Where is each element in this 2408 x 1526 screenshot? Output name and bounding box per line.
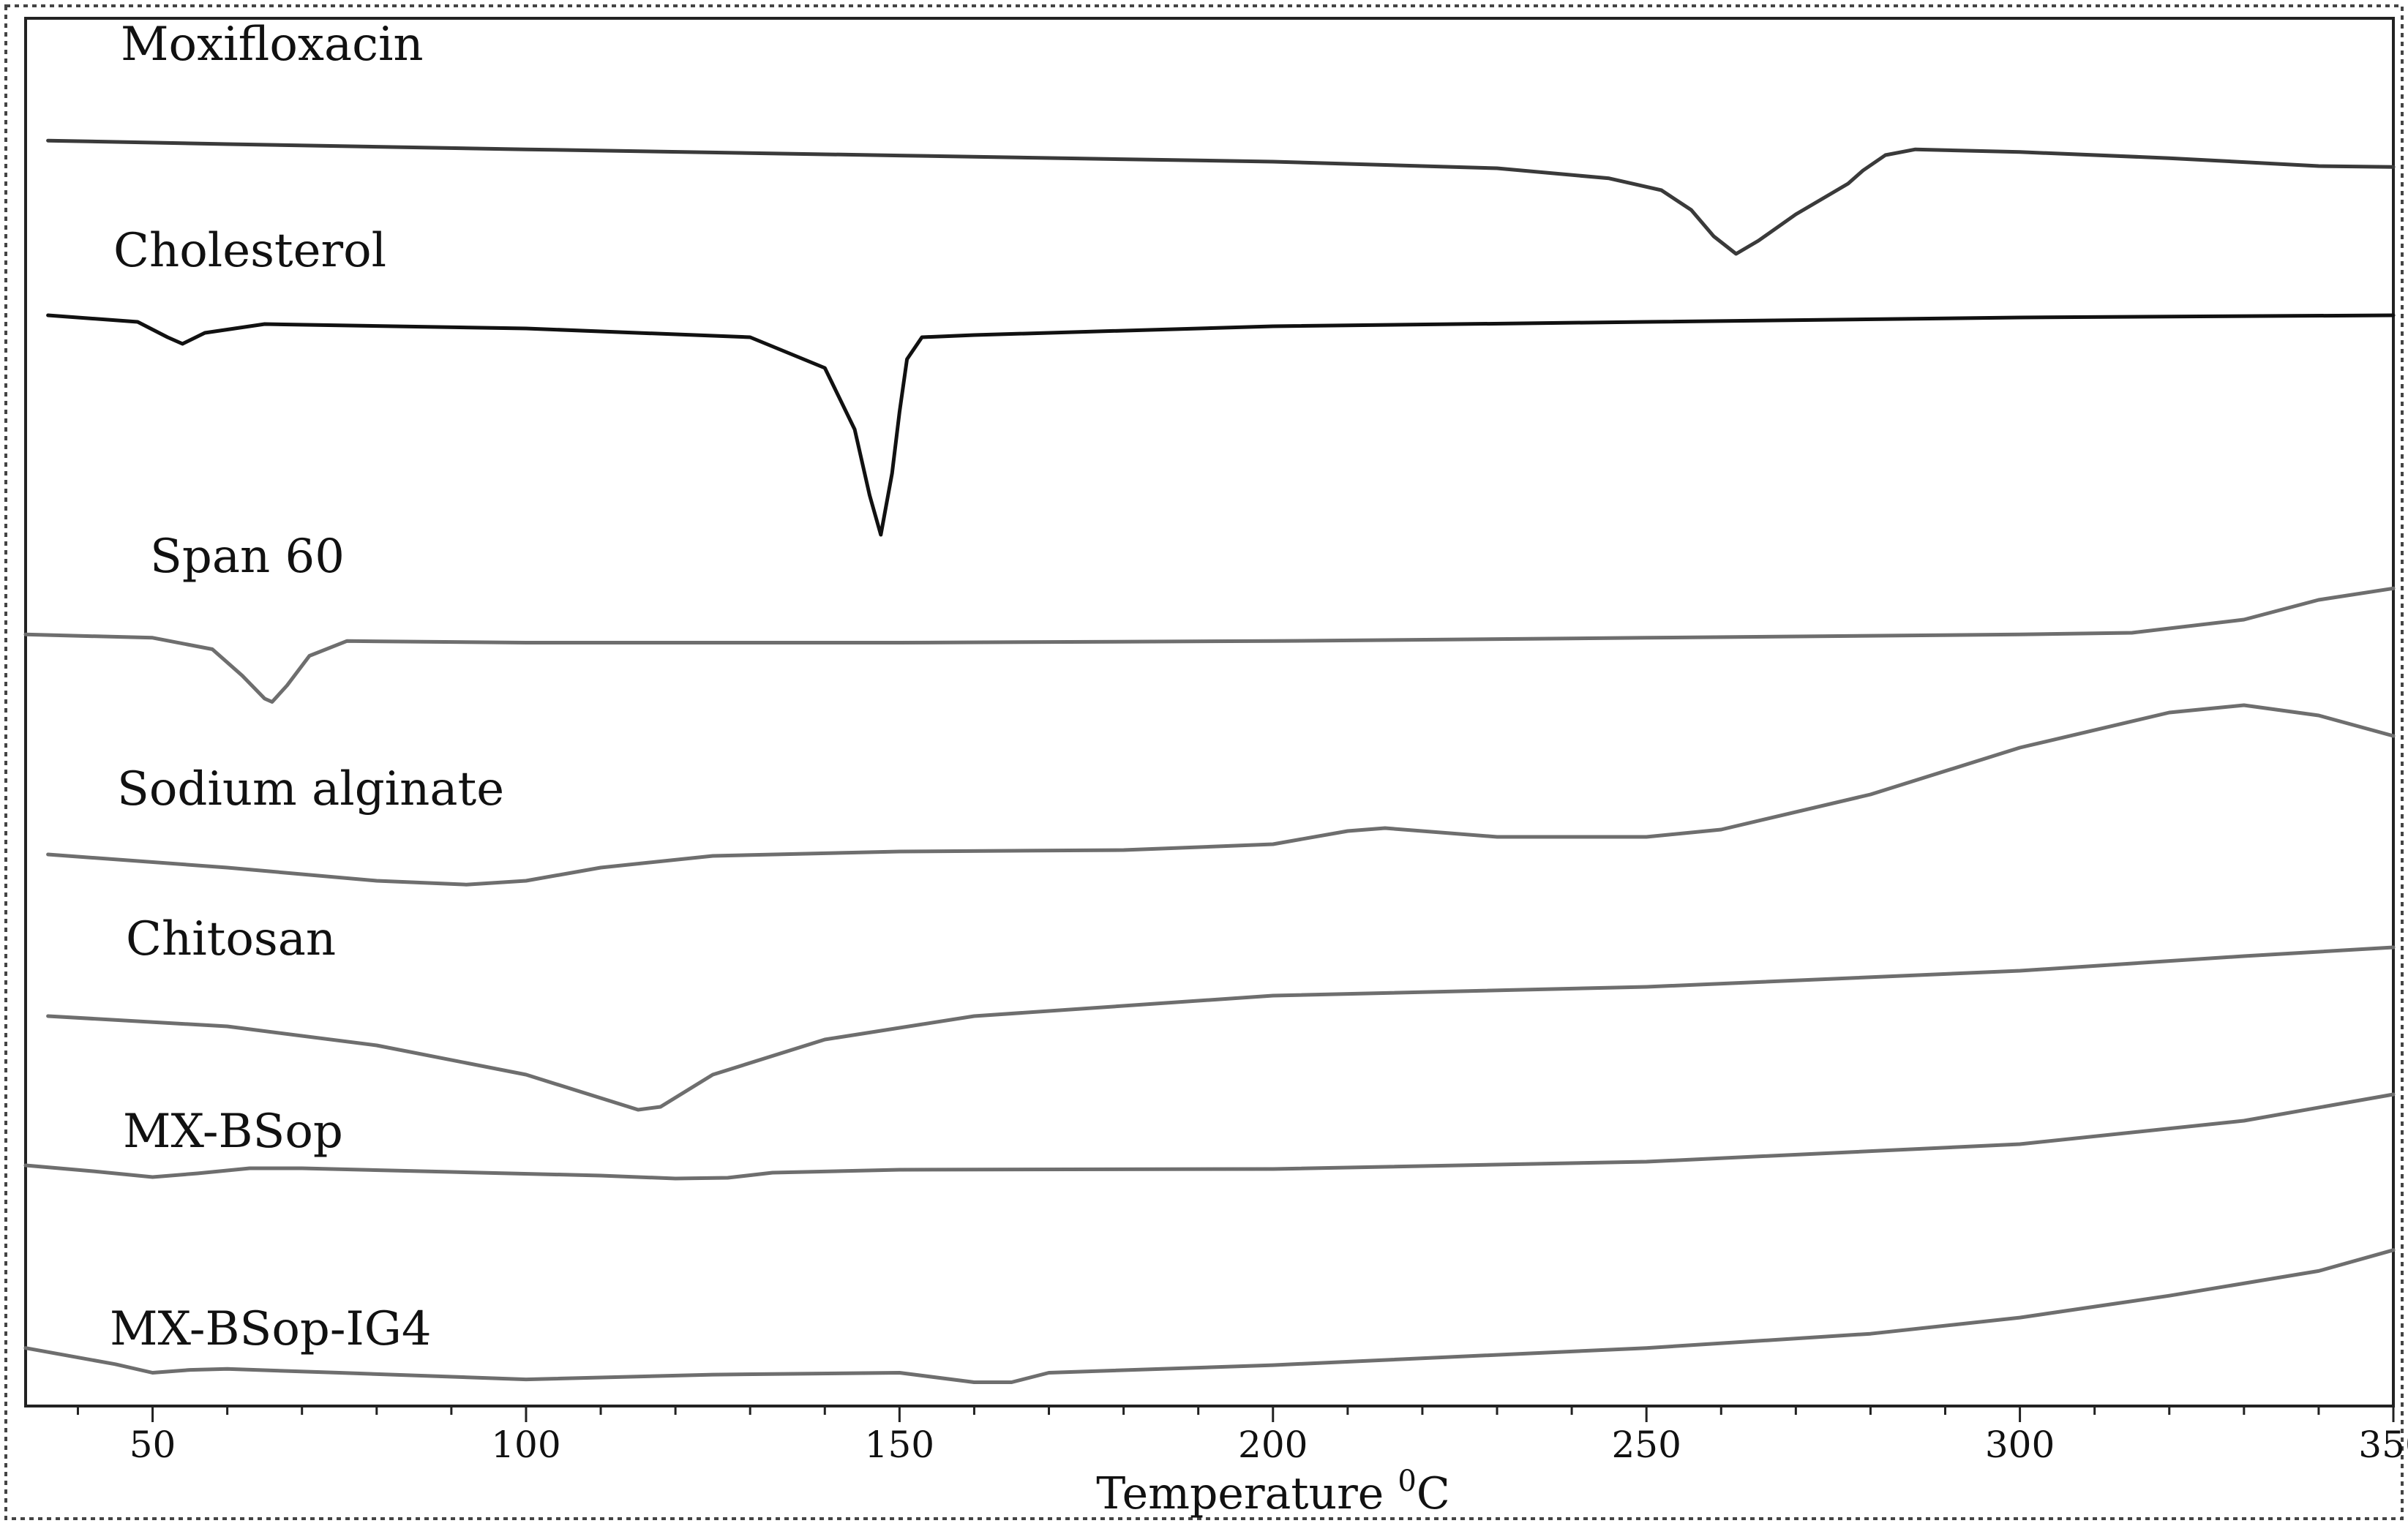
- outer-dotted-border: [4, 4, 2404, 1520]
- series-line-sodium-alginate: [46, 703, 2396, 887]
- series-label-span-60: Span 60: [150, 530, 345, 584]
- x-tick-label-350: 350: [2358, 1424, 2408, 1466]
- series-labels-layer: Moxifloxacin Cholesterol Span 60 Sodium alg…: [110, 18, 504, 1356]
- series-line-span-60: [23, 586, 2396, 704]
- series-label-mx-bsop-ig4: MX-BSop-IG4: [110, 1302, 432, 1356]
- series-line-moxifloxacin: [46, 138, 2396, 256]
- series-label-chitosan: Chitosan: [126, 912, 336, 966]
- x-axis-title-unit: C: [1417, 1468, 1450, 1519]
- series-line-chitosan: [46, 945, 2396, 1112]
- series-line-cholesterol: [46, 313, 2396, 537]
- series-label-moxifloxacin: Moxifloxacin: [121, 18, 424, 72]
- x-axis-title-superscript: 0: [1398, 1465, 1416, 1498]
- x-tick-label-50: 50: [130, 1424, 176, 1466]
- series-layer: [23, 138, 2396, 1384]
- x-tick-label-300: 300: [1985, 1424, 2055, 1466]
- plot-frame: [24, 17, 2395, 1407]
- x-axis-title: Temperature 0C: [1096, 1465, 1450, 1519]
- x-tick-label-150: 150: [865, 1424, 934, 1466]
- x-tick-label-100: 100: [491, 1424, 560, 1466]
- series-label-sodium-alginate: Sodium alginate: [117, 762, 504, 816]
- x-axis: 50 100 150 200 250 300 350: [76, 1406, 2408, 1466]
- x-axis-title-text: Temperature: [1096, 1468, 1398, 1519]
- x-tick-label-200: 200: [1238, 1424, 1308, 1466]
- series-line-mx-bsop: [23, 1092, 2396, 1181]
- x-tick-label-250: 250: [1611, 1424, 1681, 1466]
- series-line-mx-bsop-ig4: [23, 1248, 2396, 1384]
- series-label-cholesterol: Cholesterol: [113, 224, 386, 278]
- series-label-mx-bsop: MX-BSop: [123, 1105, 343, 1159]
